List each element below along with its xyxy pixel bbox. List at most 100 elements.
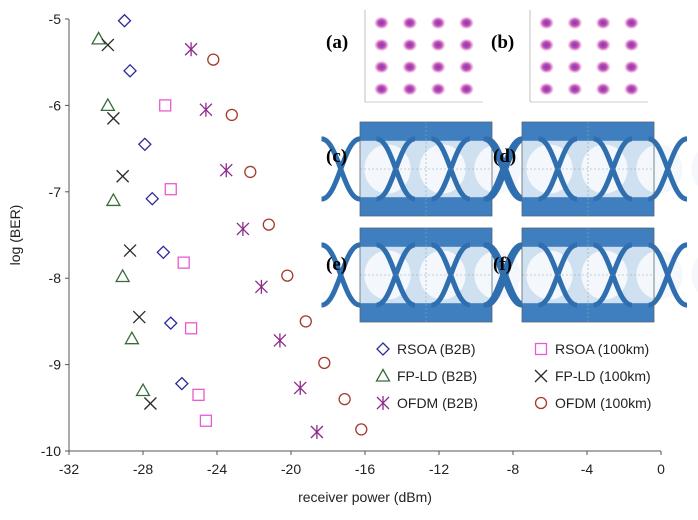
data-point bbox=[101, 38, 115, 52]
triangle-shape bbox=[115, 268, 131, 283]
eye-opening bbox=[691, 151, 698, 187]
eye-frame bbox=[359, 227, 493, 323]
x-stroke bbox=[106, 111, 120, 125]
eye-trace bbox=[537, 136, 578, 202]
eye-trace bbox=[647, 242, 688, 308]
constellation-point bbox=[539, 83, 554, 96]
constellation-point bbox=[402, 83, 417, 96]
y-tick-label: -7 bbox=[49, 184, 62, 200]
inset-label: (a) bbox=[326, 32, 348, 53]
square-shape bbox=[199, 414, 213, 427]
eye-trace bbox=[647, 136, 688, 202]
data-point bbox=[137, 137, 152, 152]
x-stroke bbox=[132, 310, 146, 324]
data-point bbox=[156, 245, 171, 260]
data-point bbox=[123, 244, 137, 258]
legend-marker bbox=[534, 342, 548, 356]
triangle-shape bbox=[100, 97, 116, 112]
data-point bbox=[100, 97, 116, 112]
diamond-shape bbox=[156, 245, 171, 260]
legend-marker bbox=[376, 342, 390, 356]
x-tick-label: -24 bbox=[207, 461, 227, 477]
constellation-point bbox=[567, 61, 582, 74]
x-stroke bbox=[123, 244, 137, 258]
x-stroke bbox=[101, 38, 115, 52]
data-point bbox=[244, 165, 257, 179]
constellation-point bbox=[624, 16, 639, 29]
diamond-shape bbox=[163, 316, 178, 331]
data-point bbox=[310, 424, 324, 439]
data-point bbox=[124, 330, 140, 345]
data-point bbox=[90, 31, 107, 45]
diamond-shape bbox=[137, 137, 152, 152]
triangle-shape bbox=[375, 368, 391, 382]
constellation-point bbox=[624, 38, 639, 51]
constellation-point bbox=[374, 61, 389, 74]
legend-label: RSOA (B2B) bbox=[397, 341, 476, 357]
x-tick-label: 0 bbox=[657, 461, 665, 477]
data-point bbox=[225, 108, 238, 122]
constellation-point bbox=[374, 83, 389, 96]
data-point bbox=[135, 382, 151, 397]
data-point bbox=[184, 322, 198, 335]
data-point bbox=[145, 191, 160, 206]
constellation-point bbox=[539, 61, 554, 74]
data-point bbox=[159, 99, 172, 112]
data-point bbox=[184, 42, 198, 57]
constellation-point bbox=[567, 38, 582, 51]
legend-label: OFDM (B2B) bbox=[397, 395, 478, 411]
data-point bbox=[262, 218, 275, 231]
data-point bbox=[177, 256, 190, 269]
constellation-inset bbox=[364, 10, 483, 103]
circle-shape bbox=[299, 315, 312, 328]
data-point bbox=[199, 102, 213, 117]
legend-label: FP-LD (B2B) bbox=[397, 368, 477, 384]
circle-shape bbox=[281, 269, 294, 282]
y-tick-label: -6 bbox=[49, 97, 62, 113]
triangle-shape bbox=[124, 330, 140, 345]
diamond-shape bbox=[145, 191, 160, 206]
constellation-point bbox=[567, 83, 582, 96]
constellation-point bbox=[374, 38, 389, 51]
eye-diagram-inset bbox=[482, 227, 698, 323]
data-point bbox=[293, 380, 307, 395]
eye-trace bbox=[430, 242, 471, 308]
data-point bbox=[207, 53, 220, 66]
x-tick-label: -32 bbox=[59, 461, 79, 477]
data-point bbox=[199, 414, 213, 427]
circle-shape bbox=[225, 108, 238, 122]
constellation-point bbox=[567, 16, 582, 29]
eye-frame bbox=[521, 121, 655, 217]
diamond-shape bbox=[117, 13, 132, 28]
data-point bbox=[355, 423, 368, 436]
inset-label: (d) bbox=[493, 146, 516, 167]
data-point bbox=[273, 333, 287, 348]
x-tick-label: -12 bbox=[429, 461, 449, 477]
x-stroke bbox=[116, 169, 130, 183]
data-point bbox=[219, 163, 233, 178]
eye-trace bbox=[592, 136, 633, 202]
legend-marker bbox=[375, 368, 391, 382]
x-tick-label: -16 bbox=[355, 461, 375, 477]
eye-diagram-inset bbox=[482, 121, 698, 217]
eye-diagram-inset bbox=[320, 227, 576, 323]
x-tick-label: -28 bbox=[133, 461, 153, 477]
x-tick-label: -20 bbox=[281, 461, 301, 477]
circle-shape bbox=[262, 218, 275, 231]
diamond-shape bbox=[174, 376, 189, 391]
circle-shape bbox=[355, 423, 368, 436]
data-point bbox=[143, 397, 157, 410]
triangle-shape bbox=[135, 382, 151, 397]
x-stroke bbox=[143, 397, 157, 410]
data-point bbox=[299, 315, 312, 328]
constellation-point bbox=[596, 83, 611, 96]
constellation-point bbox=[374, 16, 389, 29]
constellation-point bbox=[431, 16, 446, 29]
constellation-point bbox=[459, 38, 474, 51]
constellation-point bbox=[431, 83, 446, 96]
data-point bbox=[115, 268, 131, 283]
eye-trace bbox=[430, 136, 471, 202]
eye-frame bbox=[521, 227, 655, 323]
eye-trace bbox=[320, 136, 361, 202]
circle-shape bbox=[318, 356, 331, 370]
